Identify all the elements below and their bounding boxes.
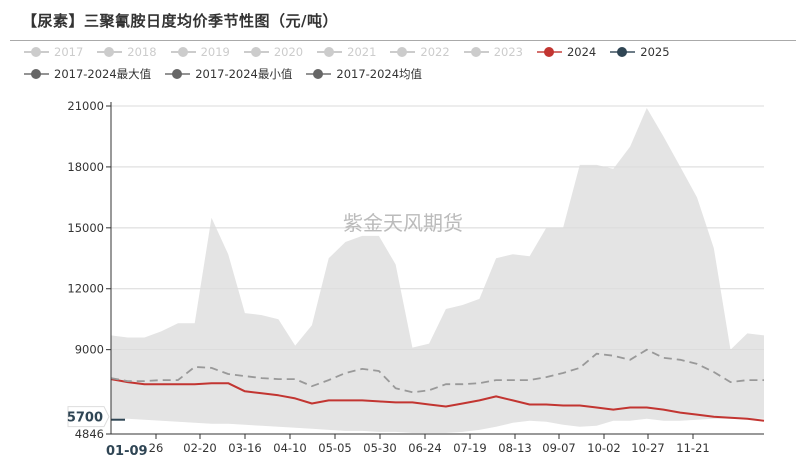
legend-marker-icon (317, 45, 343, 59)
legend-item-2021[interactable]: 2021 (317, 43, 376, 61)
legend-marker-icon (24, 45, 49, 59)
legend: 2017 2018 2019 2020 2021 2022 2023 2024 2025 2017… (24, 43, 794, 83)
axis-pointer-y-label: 5700 (67, 411, 103, 426)
x-tick-label: 03-16 (228, 441, 261, 455)
legend-item-2023[interactable]: 2023 (463, 43, 523, 61)
legend-marker-icon (463, 45, 489, 59)
legend-marker-icon (610, 45, 636, 59)
legend-label: 2024 (566, 45, 597, 59)
legend-label: 2023 (493, 45, 523, 59)
legend-item-2017-2024最大值[interactable]: 2017-2024最大值 (24, 65, 151, 83)
legend-item-2025[interactable]: 2025 (610, 43, 670, 61)
legend-marker-icon (170, 45, 196, 59)
y-tick-label: 18000 (67, 160, 104, 174)
title-divider (10, 40, 796, 41)
legend-marker-icon (243, 45, 269, 59)
legend-marker-icon (165, 67, 191, 81)
legend-item-2020[interactable]: 2020 (243, 43, 304, 61)
legend-marker-icon (24, 67, 49, 81)
legend-item-2017-2024最小值[interactable]: 2017-2024最小值 (165, 65, 292, 83)
y-tick-label: 15000 (67, 221, 104, 235)
x-tick-label: 10-02 (587, 441, 620, 455)
legend-item-2017-2024均值[interactable]: 2017-2024均值 (306, 65, 422, 83)
y-tick-label: 4846 (75, 427, 104, 441)
x-tick-label: 06-24 (408, 441, 441, 455)
legend-label: 2017 (54, 45, 84, 59)
legend-item-2018[interactable]: 2018 (97, 43, 157, 61)
legend-label: 2022 (420, 45, 450, 59)
legend-label: 2021 (347, 45, 377, 59)
x-tick-label: 04-10 (273, 441, 306, 455)
legend-label: 2025 (640, 45, 670, 59)
legend-marker-icon (97, 45, 123, 59)
y-tick-label: 21000 (67, 99, 104, 113)
legend-marker-icon (306, 67, 332, 81)
legend-item-2019[interactable]: 2019 (170, 43, 230, 61)
x-tick-label: 11-21 (676, 441, 709, 455)
chart-title: 【尿素】三聚氰胺日度均价季节性图（元/吨） (22, 12, 338, 30)
watermark: 紫金天风期货 (343, 211, 463, 235)
legend-item-2024[interactable]: 2024 (536, 43, 597, 61)
legend-label: 2017-2024均值 (336, 67, 423, 81)
legend-label: 2019 (200, 45, 230, 59)
x-tick-label: 07-19 (453, 441, 486, 455)
series-line-2017-2024均值 (110, 348, 764, 394)
legend-item-2022[interactable]: 2022 (390, 43, 450, 61)
x-tick-label: 02-20 (183, 441, 216, 455)
max-min-band (111, 108, 764, 433)
legend-label: 2017-2024最大值 (54, 67, 152, 81)
y-tick-label: 9000 (75, 343, 104, 357)
axis-pointer-x-label: 01-09 (106, 444, 148, 459)
x-tick-label: 09-07 (542, 441, 575, 455)
legend-marker-icon (390, 45, 416, 59)
y-tick-label: 12000 (67, 282, 104, 296)
axis-pointer-y-badge (67, 406, 110, 428)
legend-label: 2018 (127, 45, 157, 59)
legend-item-2017[interactable]: 2017 (24, 43, 83, 61)
x-tick-label: 05-05 (318, 441, 351, 455)
legend-label: 2020 (273, 45, 304, 59)
x-tick-label: 08-13 (498, 441, 531, 455)
legend-label: 2017-2024最小值 (195, 67, 293, 81)
x-tick-label: 05-30 (363, 441, 396, 455)
legend-marker-icon (536, 45, 562, 59)
x-tick-label: 10-27 (631, 441, 664, 455)
x-tick-label: 26 (149, 441, 164, 455)
series-line-2024 (110, 378, 765, 422)
